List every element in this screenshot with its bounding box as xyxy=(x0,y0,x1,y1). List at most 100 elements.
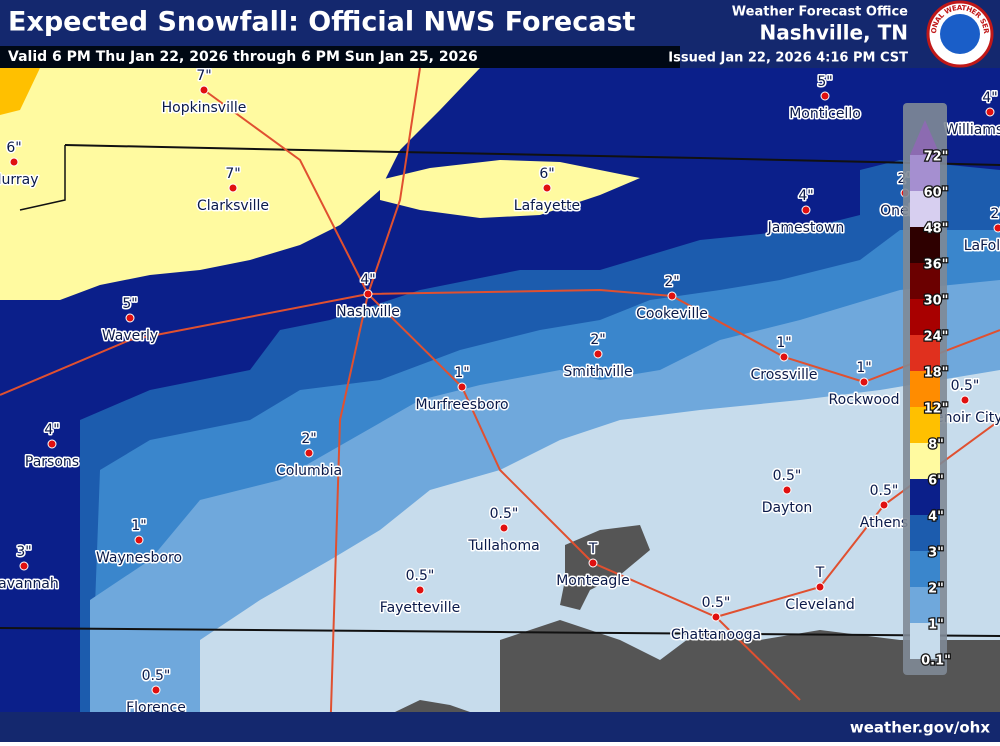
band-6in-lobe xyxy=(380,160,640,218)
city-name: Waverly xyxy=(102,328,158,344)
legend-label: 24" xyxy=(924,330,949,345)
road xyxy=(0,288,1000,396)
city-dot xyxy=(499,523,509,533)
city-name: Chattanooga xyxy=(671,627,761,643)
city-dot xyxy=(304,448,314,458)
city-name: Cleveland xyxy=(785,597,854,613)
legend-arrow xyxy=(910,120,940,155)
legend-band xyxy=(910,587,940,623)
snow-amount: 3" xyxy=(16,544,31,560)
road xyxy=(329,293,369,743)
snow-amount: 7" xyxy=(225,166,240,182)
snow-amount: 1" xyxy=(454,365,469,381)
city-dot xyxy=(879,500,889,510)
city-name: Waynesboro xyxy=(96,550,182,566)
city-dot xyxy=(457,382,467,392)
city-name: Fayetteville xyxy=(380,600,460,616)
legend-label: 8" xyxy=(928,438,944,453)
legend-band xyxy=(910,191,940,227)
city-dot xyxy=(593,349,603,359)
snow-amount: 0.5" xyxy=(490,506,519,522)
legend-band xyxy=(910,263,940,299)
legend: 72" 60" 48" 36" 30" 24" 18" 12" 8" 6" 4" 3" 2" 1" 0.1" xyxy=(910,120,952,670)
city-dot xyxy=(415,585,425,595)
legend-band xyxy=(910,335,940,371)
snow-amount: 0.5" xyxy=(951,378,980,394)
legend-label: 30" xyxy=(924,294,949,309)
snow-amount: 5" xyxy=(122,296,137,312)
city-dot xyxy=(125,313,135,323)
legend-label: 12" xyxy=(924,402,949,417)
state-border xyxy=(0,627,1000,637)
city-name: Rockwood xyxy=(829,392,900,408)
city-dot xyxy=(588,558,598,568)
snow-amount: 4" xyxy=(798,188,813,204)
office: Weather Forecast Office xyxy=(732,5,908,20)
city-name: Lafayette xyxy=(514,198,580,214)
snow-amount: T xyxy=(588,541,598,557)
city-layer: 7" Hopkinsville 6" Murray 7" Clarksville 6" Laf… xyxy=(0,67,1000,718)
snow-amount: 2" xyxy=(664,274,679,290)
city-dot xyxy=(19,561,29,571)
city-name: Tullahoma xyxy=(467,538,539,554)
legend-label: 3" xyxy=(928,546,944,561)
snow-amount: 5" xyxy=(817,74,832,90)
legend-band xyxy=(910,407,940,443)
road xyxy=(367,67,421,295)
city-dot xyxy=(820,91,830,101)
valid-strip xyxy=(0,46,680,68)
snow-amount: 1" xyxy=(856,360,871,376)
state-border xyxy=(64,144,1000,166)
city-name: Hopkinsville xyxy=(162,100,247,116)
legend-label: 1" xyxy=(928,618,944,633)
city-dot xyxy=(667,291,677,301)
snow-amount: 2" xyxy=(590,332,605,348)
city-name: Cookeville xyxy=(636,306,708,322)
city-dot xyxy=(151,685,161,695)
city-dot xyxy=(542,183,552,193)
city-dot xyxy=(711,612,721,622)
valid-time: Valid 6 PM Thu Jan 22, 2026 through 6 PM… xyxy=(8,49,478,65)
legend-label: 0.1" xyxy=(921,654,951,669)
nws-logo-inner xyxy=(940,14,980,54)
city-dot xyxy=(9,157,19,167)
city-dot xyxy=(228,183,238,193)
city-name: Jamestown xyxy=(767,220,845,236)
city-dot xyxy=(985,107,995,117)
snow-amount: 7" xyxy=(196,68,211,84)
city-dot xyxy=(47,439,57,449)
footer-url: weather.gov/ohx xyxy=(850,719,990,737)
city-dot xyxy=(363,289,373,299)
city-dot xyxy=(815,582,825,592)
legend-band xyxy=(910,371,940,407)
footer-bar xyxy=(0,712,1000,742)
snow-amount: 4" xyxy=(982,90,997,106)
city-dot xyxy=(801,205,811,215)
snow-amount: 4" xyxy=(360,272,375,288)
title: Expected Snowfall: Official NWS Forecast xyxy=(8,7,636,38)
no-snow xyxy=(500,620,1000,742)
city-name: Savannah xyxy=(0,576,59,592)
city-name: LaFollette xyxy=(964,238,1000,254)
snow-amount: 4" xyxy=(44,422,59,438)
legend-band xyxy=(910,515,940,551)
city-dot xyxy=(134,535,144,545)
legend-label: 36" xyxy=(924,258,949,273)
legend-band xyxy=(910,623,940,659)
legend-band xyxy=(910,551,940,587)
no-snow xyxy=(395,700,470,712)
legend-label: 2" xyxy=(928,582,944,597)
snow-amount: 0.5" xyxy=(773,468,802,484)
snow-amount: 0.5" xyxy=(870,483,899,499)
city-name: Monticello xyxy=(789,106,861,122)
city-dot xyxy=(960,395,970,405)
issued: Issued Jan 22, 2026 4:16 PM CST xyxy=(668,51,908,66)
city-dot xyxy=(782,485,792,495)
legend-band xyxy=(910,227,940,263)
legend-label: 4" xyxy=(928,510,944,525)
city-name: Columbia xyxy=(276,463,342,479)
city-name: Smithville xyxy=(563,364,632,380)
legend-band xyxy=(910,299,940,335)
road xyxy=(203,89,801,701)
